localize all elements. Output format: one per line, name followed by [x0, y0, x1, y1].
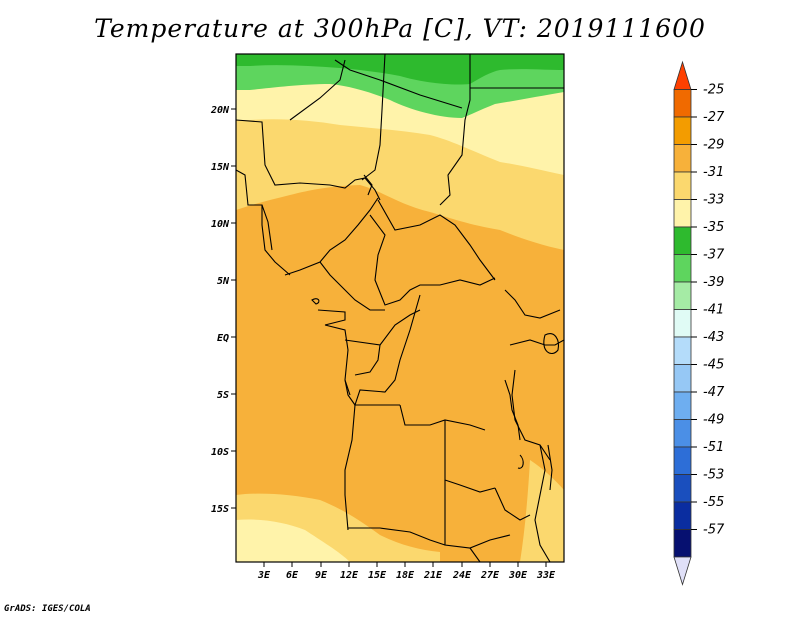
- lake-tanganyika: [504, 379, 521, 441]
- colorbar-label: -57: [703, 523, 725, 538]
- colorbar-swatch: [673, 281, 692, 310]
- lon-label: 30E: [508, 570, 528, 581]
- colorbar-label: -53: [703, 468, 724, 483]
- lat-label: 10S: [211, 447, 229, 458]
- colorbar: -25 -27 -29 -31 -33 -35 -37 -39 -41 -43 -45 -47 -49 -…: [673, 60, 725, 586]
- lake-malawi: [547, 444, 553, 491]
- lat-label: 20N: [210, 105, 230, 116]
- colorbar-swatch: [673, 391, 692, 420]
- colorbar-swatch: [673, 89, 692, 118]
- field-zone-37: [236, 54, 564, 85]
- colorbar-label: -45: [703, 358, 724, 373]
- colorbar-cap-bottom: [673, 556, 692, 586]
- colorbar-swatch: [673, 226, 692, 255]
- lon-label: 18E: [396, 570, 415, 581]
- lon-label: 3E: [257, 570, 271, 581]
- lon-label: 21E: [423, 570, 443, 581]
- map-frame: [235, 53, 565, 563]
- colorbar-swatch: [673, 336, 692, 365]
- colorbar-label: -37: [703, 248, 725, 263]
- colorbar-label: -27: [703, 110, 725, 125]
- lon-label: 24E: [452, 570, 472, 581]
- colorbar-swatch: [673, 144, 692, 173]
- field-zone-35-south: [236, 519, 350, 562]
- colorbar-swatch: [673, 309, 692, 338]
- country-borders: [236, 54, 564, 562]
- colorbar-swatch: [673, 116, 692, 145]
- colorbar-label: -33: [703, 193, 724, 208]
- colorbar-label: -31: [703, 165, 724, 180]
- lon-label: 12E: [340, 570, 359, 581]
- colorbar-label: -43: [703, 330, 724, 345]
- colorbar-swatch: [673, 199, 692, 228]
- lake-victoria: [543, 333, 559, 354]
- colorbar-swatch: [673, 446, 692, 475]
- colorbar-cap-top: [673, 60, 692, 90]
- colorbar-label: -47: [703, 385, 725, 400]
- lat-label: 5N: [217, 276, 230, 287]
- lake-chad: [363, 174, 373, 196]
- lat-label: 15S: [211, 504, 229, 515]
- temperature-field: [236, 54, 564, 562]
- lon-label: 6E: [286, 570, 299, 581]
- lon-label: 9E: [315, 570, 328, 581]
- colorbar-swatch: [673, 171, 692, 200]
- colorbar-label: -55: [703, 495, 724, 510]
- longitude-axis: 3E 6E 9E 12E 15E 18E 21E 24E 27E 30E 33E: [257, 562, 556, 581]
- lon-label: 27E: [480, 570, 500, 581]
- colorbar-label: -35: [703, 220, 724, 235]
- chart-title: Temperature at 300hPa [C], VT: 201911160…: [94, 14, 706, 43]
- footer-credit: GrADS: IGES/COLA: [4, 604, 91, 614]
- colorbar-label: -51: [703, 440, 724, 455]
- lakes: [311, 174, 559, 491]
- colorbar-swatch: [673, 254, 692, 283]
- lat-label: EQ: [217, 333, 229, 344]
- island-bioko: [311, 298, 320, 305]
- colorbar-label: -29: [703, 138, 724, 153]
- colorbar-swatch: [673, 419, 692, 448]
- lake-mweru: [517, 454, 524, 469]
- lat-label: 10N: [211, 219, 230, 230]
- colorbar-label: -25: [703, 83, 724, 98]
- lat-label: 15N: [211, 162, 230, 173]
- colorbar-swatch: [673, 501, 692, 530]
- latitude-axis: 20N 15N 10N 5N EQ 5S 10S 15S: [210, 105, 236, 515]
- colorbar-label: -41: [703, 303, 724, 318]
- colorbar-swatch: [673, 529, 692, 558]
- lon-label: 15E: [368, 570, 387, 581]
- colorbar-label: -49: [703, 413, 724, 428]
- colorbar-swatch: [673, 474, 692, 503]
- field-zone-33-southeast: [520, 460, 564, 562]
- lat-label: 5S: [217, 390, 229, 401]
- colorbar-swatch: [673, 364, 692, 393]
- colorbar-label: -39: [703, 275, 724, 290]
- lon-label: 33E: [536, 570, 556, 581]
